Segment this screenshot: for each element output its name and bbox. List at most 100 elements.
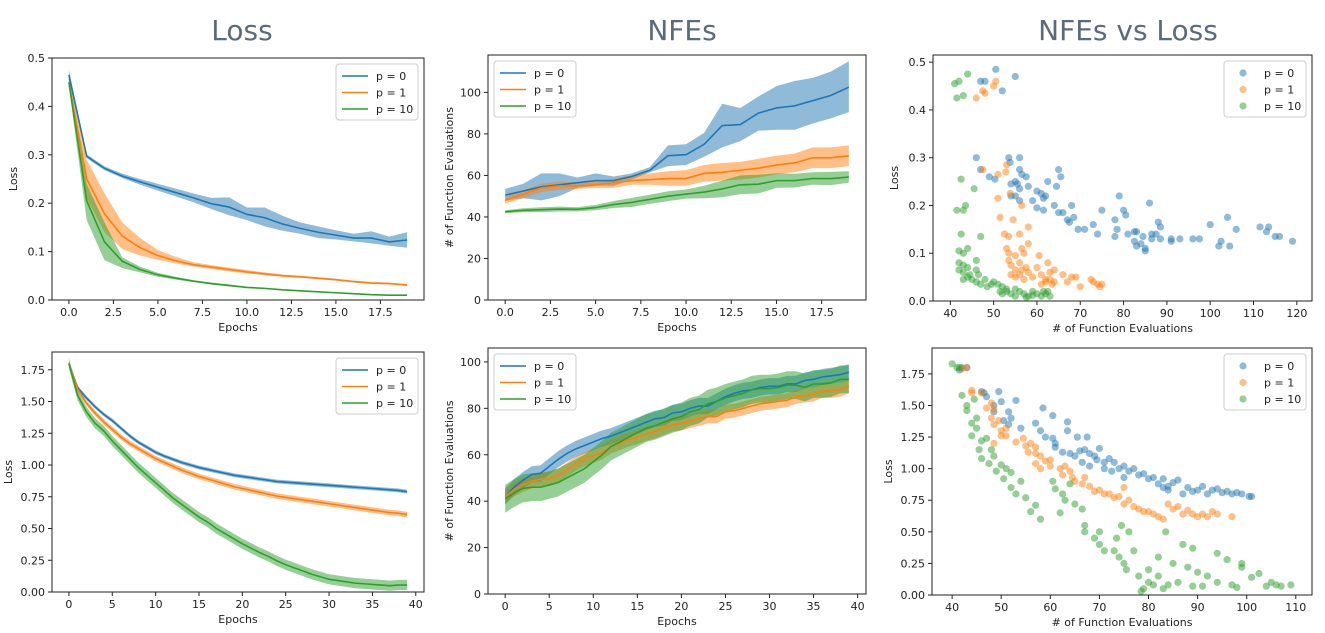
legend: p = 0 p = 1 p = 10 [1223,353,1307,411]
scatter-point [964,263,972,272]
scatter-point [1083,433,1091,441]
y-tick-label: 0.5 [28,52,46,65]
scatter-point [1110,547,1118,555]
scatter-point [1226,242,1234,250]
scatter-point [1110,458,1118,466]
series-line-0 [504,371,850,498]
x-tick-label: 110 [1243,307,1264,320]
scatter-point [1000,475,1008,483]
x-tick-label: 7.5 [194,306,212,319]
subplot-3: 40 50 60 70 80 90 100 110 120 0.0 0.1 0.2 0.3 0.4 0.5 #… [888,54,1313,335]
scatter-point [1009,216,1017,224]
scatter-point [1105,490,1113,498]
y-tick-label: 100 [460,356,481,369]
scatter-point [1198,582,1207,590]
scatter-point [1051,443,1059,451]
axes-frame [51,351,425,593]
axes-frame [487,347,867,595]
legend-box [493,60,577,118]
column-title-loss: Loss [211,14,273,47]
legend-dot-marker [1239,85,1247,94]
legend-label: p = 0 [1264,360,1294,373]
legend-label: p = 1 [376,381,406,394]
scatter-point [1035,252,1043,260]
scatter-point [1179,540,1187,549]
scatter-point [1120,462,1128,470]
scatter-point [1036,515,1045,523]
scatter-point [1256,223,1264,231]
legend-label: p = 10 [1264,393,1301,406]
confidence-band-2 [505,365,849,513]
y-tick-label: 60 [467,169,481,182]
scatter-point [1068,201,1076,210]
series-line-1 [504,385,850,498]
scatter-point [1018,201,1026,210]
scatter-point [1063,278,1071,286]
scatter-point [1056,509,1064,517]
x-tick-label: 70 [1092,601,1106,614]
scatter-point [1061,462,1069,470]
x-tick-label: 90 [1160,307,1174,320]
scatter-point [1238,559,1246,568]
scatter-point [1223,556,1231,564]
scatter-point [1051,485,1059,493]
series-line-0 [68,74,408,243]
scatter-point [1005,232,1013,241]
scatter-point [990,452,998,460]
scatter-point [1037,271,1045,279]
scatter-point [1120,484,1128,492]
scatter-point [955,77,963,85]
scatter-point [1029,291,1037,299]
scatter-point [1005,249,1013,257]
scatter-point [963,406,971,415]
x-axis-label: # of Function Evaluations [1052,616,1193,629]
y-axis-label: Loss [2,460,15,484]
scatter-point [1078,480,1086,488]
x-tick-label: 40 [945,601,959,614]
x-axis-label: Epochs [218,321,258,334]
scatter-point [1137,240,1145,248]
scatter-point [982,404,991,412]
scatter-point [1120,473,1128,482]
scatter-point [973,424,981,432]
scatter-point [1174,476,1182,484]
scatter-point [1139,232,1147,241]
scatter-point [1036,465,1045,473]
scatter-point [1036,427,1045,435]
y-tick-label: 1.50 [21,396,46,409]
scatter-point [998,87,1006,95]
scatter-point [972,94,980,102]
scatter-point [1039,287,1048,296]
scatter-point [1022,293,1030,301]
confidence-band-1 [505,145,849,204]
y-tick-label: 0.00 [901,589,926,602]
scatter-point [1095,528,1104,536]
y-axis-label: Loss [882,459,895,483]
scatter-point [1050,266,1058,274]
scatter-point [1144,566,1153,574]
scatter-point [1095,444,1104,453]
legend-dot-marker [1239,362,1247,370]
scatter-point [1203,513,1212,521]
legend-dot-marker [1239,69,1247,77]
scatter-point [997,398,1005,406]
scatter-point [1058,471,1067,479]
x-tick-label: 10.0 [235,306,260,319]
scatter-point [958,391,966,399]
scatter-point [1019,434,1027,442]
scatter-point [1024,268,1032,276]
scatter-point [1072,273,1080,281]
y-tick-label: 0.75 [901,494,926,507]
legend: p = 0 p = 1 p = 10 [493,60,577,118]
x-tick-label: 15.0 [764,306,789,319]
scatter-point [987,414,996,422]
x-tick-label: 30 [322,598,336,611]
scatter-point [1122,566,1131,574]
scatter-point [1066,467,1074,475]
x-axis-label: Epochs [657,615,697,628]
axes-frame [51,57,425,301]
scatter-point [995,387,1003,396]
legend-label: p = 0 [1264,67,1294,80]
y-tick-label: 1.75 [21,364,46,377]
scatter-point [1085,462,1094,470]
